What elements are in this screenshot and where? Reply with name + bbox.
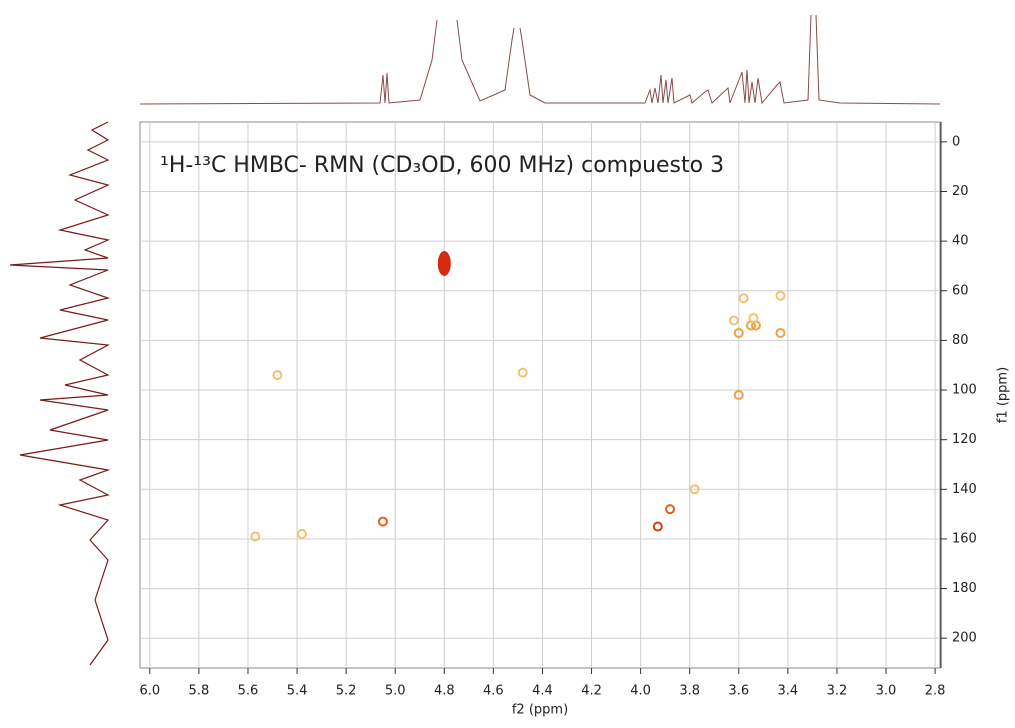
x-tick-label: 6.0 <box>139 684 160 699</box>
x-tick-label: 3.0 <box>876 684 897 699</box>
x-tick-label: 4.6 <box>483 684 504 699</box>
y-axis-label: f1 (ppm) <box>996 367 1011 423</box>
y-tick-label: 140 <box>952 482 977 497</box>
cross-peak <box>728 315 739 326</box>
cross-peak <box>250 531 261 542</box>
x-tick-label: 3.4 <box>778 684 799 699</box>
y-tick-label: 200 <box>952 631 977 646</box>
cross-peak <box>748 313 759 324</box>
cross-peak <box>775 327 786 338</box>
plot-frame <box>139 121 941 669</box>
cross-peak <box>738 293 749 304</box>
y-tick-label: 80 <box>952 333 969 348</box>
x-tick-label: 4.4 <box>532 684 553 699</box>
cross-peak <box>437 250 451 276</box>
x-tick-label: 2.8 <box>925 684 946 699</box>
x-tick-label: 5.6 <box>238 684 259 699</box>
y-tick-label: 180 <box>952 581 977 596</box>
cross-peak <box>377 516 388 527</box>
cross-peak <box>775 290 786 301</box>
cross-peak <box>733 390 744 400</box>
y-tick-label: 160 <box>952 531 977 546</box>
x-tick-label: 3.2 <box>827 684 848 699</box>
y-tick-label: 60 <box>952 283 969 298</box>
x-tick-label: 4.8 <box>434 684 455 699</box>
left-projection <box>9 121 111 666</box>
x-tick-label: 5.4 <box>287 684 308 699</box>
cross-peak <box>272 370 283 381</box>
y-tick-label: 20 <box>952 184 969 199</box>
top-projection <box>139 14 941 105</box>
x-tick-label: 4.0 <box>630 684 651 699</box>
x-tick-label: 5.8 <box>189 684 210 699</box>
x-axis-label: f2 (ppm) <box>512 703 568 718</box>
cross-peak <box>665 504 676 515</box>
chart-title: ¹H-¹³C HMBC- RMN (CD₃OD, 600 MHz) compue… <box>160 153 724 178</box>
x-tick-label: 5.0 <box>385 684 406 699</box>
x-tick-label: 5.2 <box>336 684 357 699</box>
y-tick-label: 100 <box>952 383 977 398</box>
x-tick-label: 3.8 <box>679 684 700 699</box>
cross-peak <box>733 327 744 338</box>
x-tick-label: 3.6 <box>728 684 749 699</box>
cross-peak <box>296 528 307 539</box>
cross-peak <box>517 367 528 378</box>
y-tick-label: 120 <box>952 432 977 447</box>
cross-peak <box>689 484 700 495</box>
cross-peak <box>652 521 663 532</box>
y-tick-label: 0 <box>952 134 960 149</box>
x-tick-label: 4.2 <box>581 684 602 699</box>
y-tick-label: 40 <box>952 234 969 249</box>
